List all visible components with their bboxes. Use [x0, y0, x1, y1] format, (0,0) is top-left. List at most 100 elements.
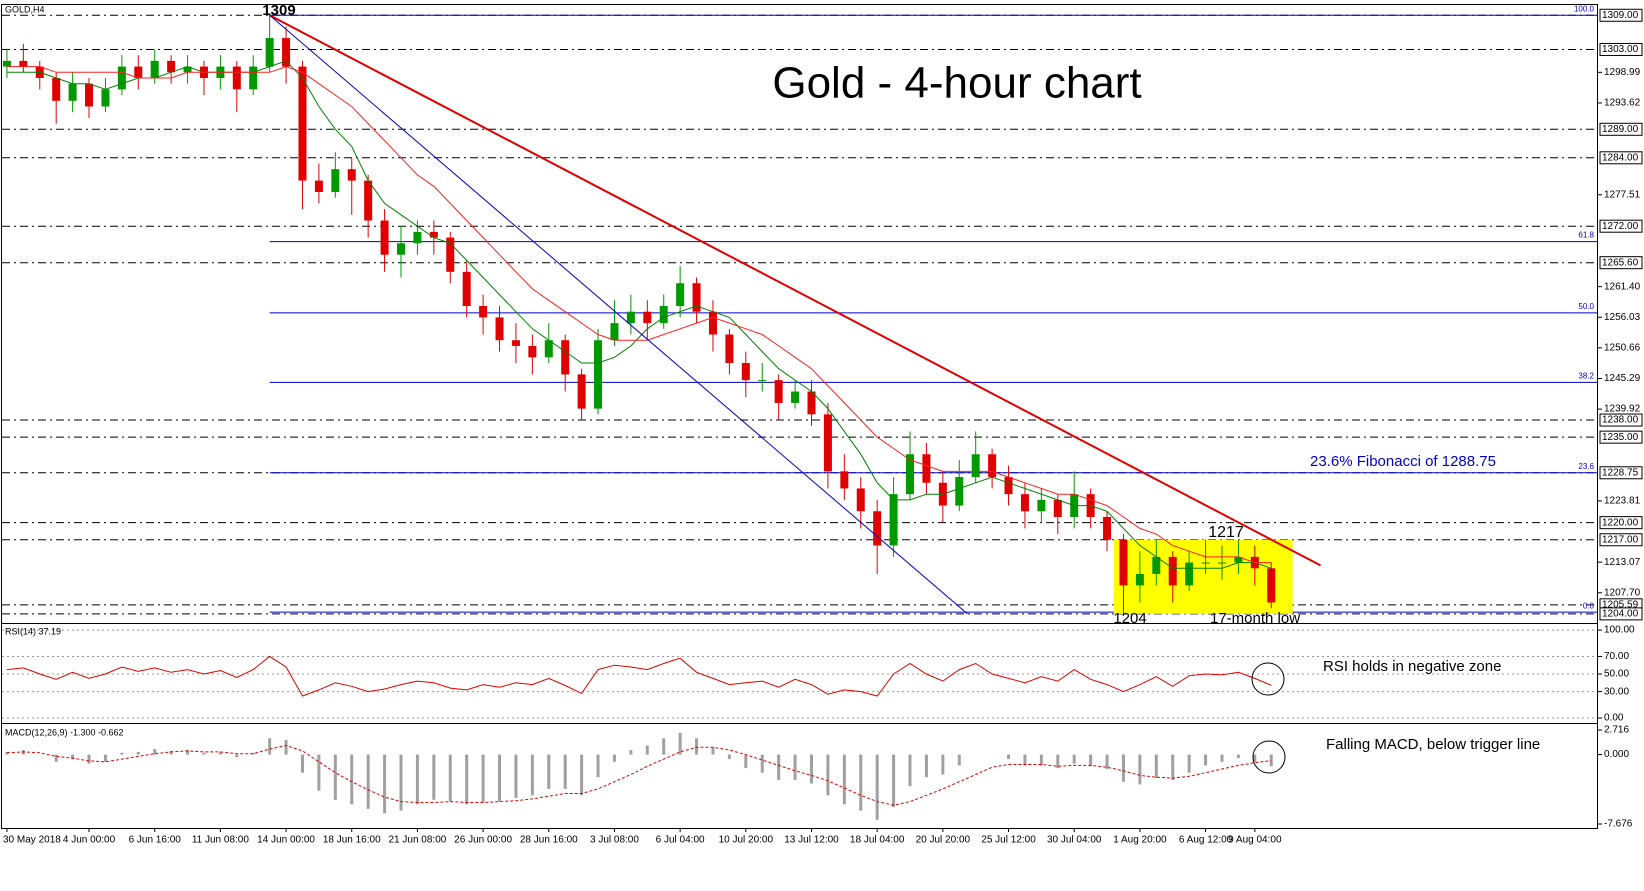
level-label-box — [1599, 151, 1643, 165]
x-tick-label: 9 Aug 04:00 — [1228, 835, 1282, 846]
front-layer: GOLD,H4 Gold - 4-hour chart 1309 23.6% F… — [3, 2, 1643, 846]
level-label-box — [1599, 466, 1643, 480]
candle-body — [971, 454, 980, 478]
candle-body — [708, 311, 717, 335]
fib-level-label: 100.0 — [1574, 4, 1595, 13]
candle-body — [741, 363, 750, 381]
x-tick-label: 18 Jul 04:00 — [850, 835, 905, 846]
x-tick-label: 13 Jul 12:00 — [784, 835, 839, 846]
candle-body — [856, 488, 865, 512]
candle-body — [1168, 556, 1177, 586]
y-tick-label: -7.676 — [1604, 819, 1633, 830]
candle-body — [561, 340, 570, 375]
candle-body — [413, 231, 422, 244]
x-tick-label: 1 Aug 20:00 — [1113, 835, 1167, 846]
level-label-box — [1599, 42, 1643, 56]
candle-body — [85, 83, 94, 107]
candle-body — [807, 391, 816, 415]
level-label: 1204.00 — [1602, 609, 1639, 620]
level-label: 1272.00 — [1602, 221, 1639, 232]
resistance-annotation: 1217 — [1208, 524, 1244, 541]
fib-annotation: 23.6% Fibonacci of 1288.75 — [1310, 453, 1496, 470]
fib-diagonal — [269, 14, 968, 615]
candle-body — [331, 169, 340, 192]
candle-body — [906, 454, 915, 495]
rsi-label: RSI(14) 37.19 — [5, 626, 61, 636]
candle-body — [380, 220, 389, 255]
level-label-box — [1599, 430, 1643, 444]
fib-level-label: 50.0 — [1578, 302, 1594, 311]
candle-body — [1185, 562, 1194, 586]
y-tick-label: 1239.92 — [1604, 404, 1641, 415]
level-label: 1289.00 — [1602, 124, 1639, 135]
chart-title: Gold - 4-hour chart — [772, 59, 1141, 108]
x-tick-label: 3 Jul 08:00 — [590, 835, 639, 846]
candle-body — [232, 66, 241, 90]
candle-body — [1234, 556, 1243, 563]
level-label: 1303.00 — [1602, 44, 1639, 55]
candle-body — [626, 311, 635, 324]
candle-body — [774, 380, 783, 403]
level-label: 1265.60 — [1602, 257, 1639, 268]
rsi-annotation: RSI holds in negative zone — [1323, 658, 1501, 675]
candle-body — [840, 471, 849, 489]
candle-body — [594, 340, 603, 409]
candle-body — [922, 454, 931, 483]
candle-body — [511, 340, 520, 346]
y-tick-label: 30.00 — [1604, 686, 1629, 697]
candle-body — [758, 380, 767, 382]
macd-label: MACD(12,26,9) -1.300 -0.662 — [5, 727, 124, 737]
level-label: 1228.75 — [1602, 467, 1639, 478]
candle-body — [544, 340, 553, 358]
y-tick-label: 0.00 — [1604, 713, 1624, 724]
candle-body — [692, 283, 701, 312]
candle-body — [364, 180, 373, 221]
candle-body — [889, 494, 898, 546]
candle-body — [725, 334, 734, 364]
candle-body — [1267, 568, 1276, 603]
level-label-box — [1599, 413, 1643, 427]
low-annotation: 1204 — [1113, 610, 1146, 627]
candle-body — [265, 38, 274, 67]
candle-body — [1119, 539, 1128, 586]
low-note: 17-month low — [1210, 610, 1300, 627]
level-label-box — [1599, 607, 1643, 621]
candle-body — [462, 271, 471, 307]
fib-level-label: 0.0 — [1583, 601, 1595, 610]
candle-body — [1103, 516, 1112, 540]
level-label-box — [1599, 533, 1643, 547]
candle-body — [988, 454, 997, 478]
fib-level-label: 61.8 — [1578, 231, 1594, 240]
candle-body — [873, 511, 882, 546]
candle-body — [676, 283, 685, 307]
x-tick-label: 20 Jul 20:00 — [916, 835, 971, 846]
candle-body — [134, 66, 143, 78]
y-tick-label: 1261.40 — [1604, 281, 1641, 292]
level-label: 1235.00 — [1602, 432, 1639, 443]
y-tick-label: 1293.62 — [1604, 98, 1641, 109]
candle-body — [1020, 494, 1029, 512]
candle-body — [68, 83, 77, 101]
candle-body — [659, 306, 668, 324]
candle-body — [577, 374, 586, 409]
y-tick-label: 1207.70 — [1604, 587, 1641, 598]
level-label-box — [1599, 8, 1643, 22]
candle-body — [150, 60, 159, 78]
candle-body — [117, 66, 126, 90]
x-tick-label: 11 Jun 08:00 — [192, 835, 250, 846]
level-label-box — [1599, 256, 1643, 270]
rsi-line — [6, 655, 1272, 697]
candle-body — [610, 323, 619, 341]
candle-body — [479, 306, 488, 318]
y-tick-label: 70.00 — [1604, 651, 1629, 662]
high-annotation: 1309 — [262, 2, 295, 19]
y-tick-label: 50.00 — [1604, 669, 1629, 680]
x-tick-label: 6 Aug 12:00 — [1179, 835, 1233, 846]
level-label-box — [1599, 516, 1643, 530]
candle-body — [19, 60, 28, 67]
rsi-circle — [1251, 662, 1285, 696]
x-tick-label: 25 Jul 12:00 — [981, 835, 1036, 846]
x-tick-label: 21 Jun 08:00 — [389, 835, 447, 846]
candle-body — [397, 243, 405, 255]
macd-annotation: Falling MACD, below trigger line — [1326, 736, 1540, 753]
